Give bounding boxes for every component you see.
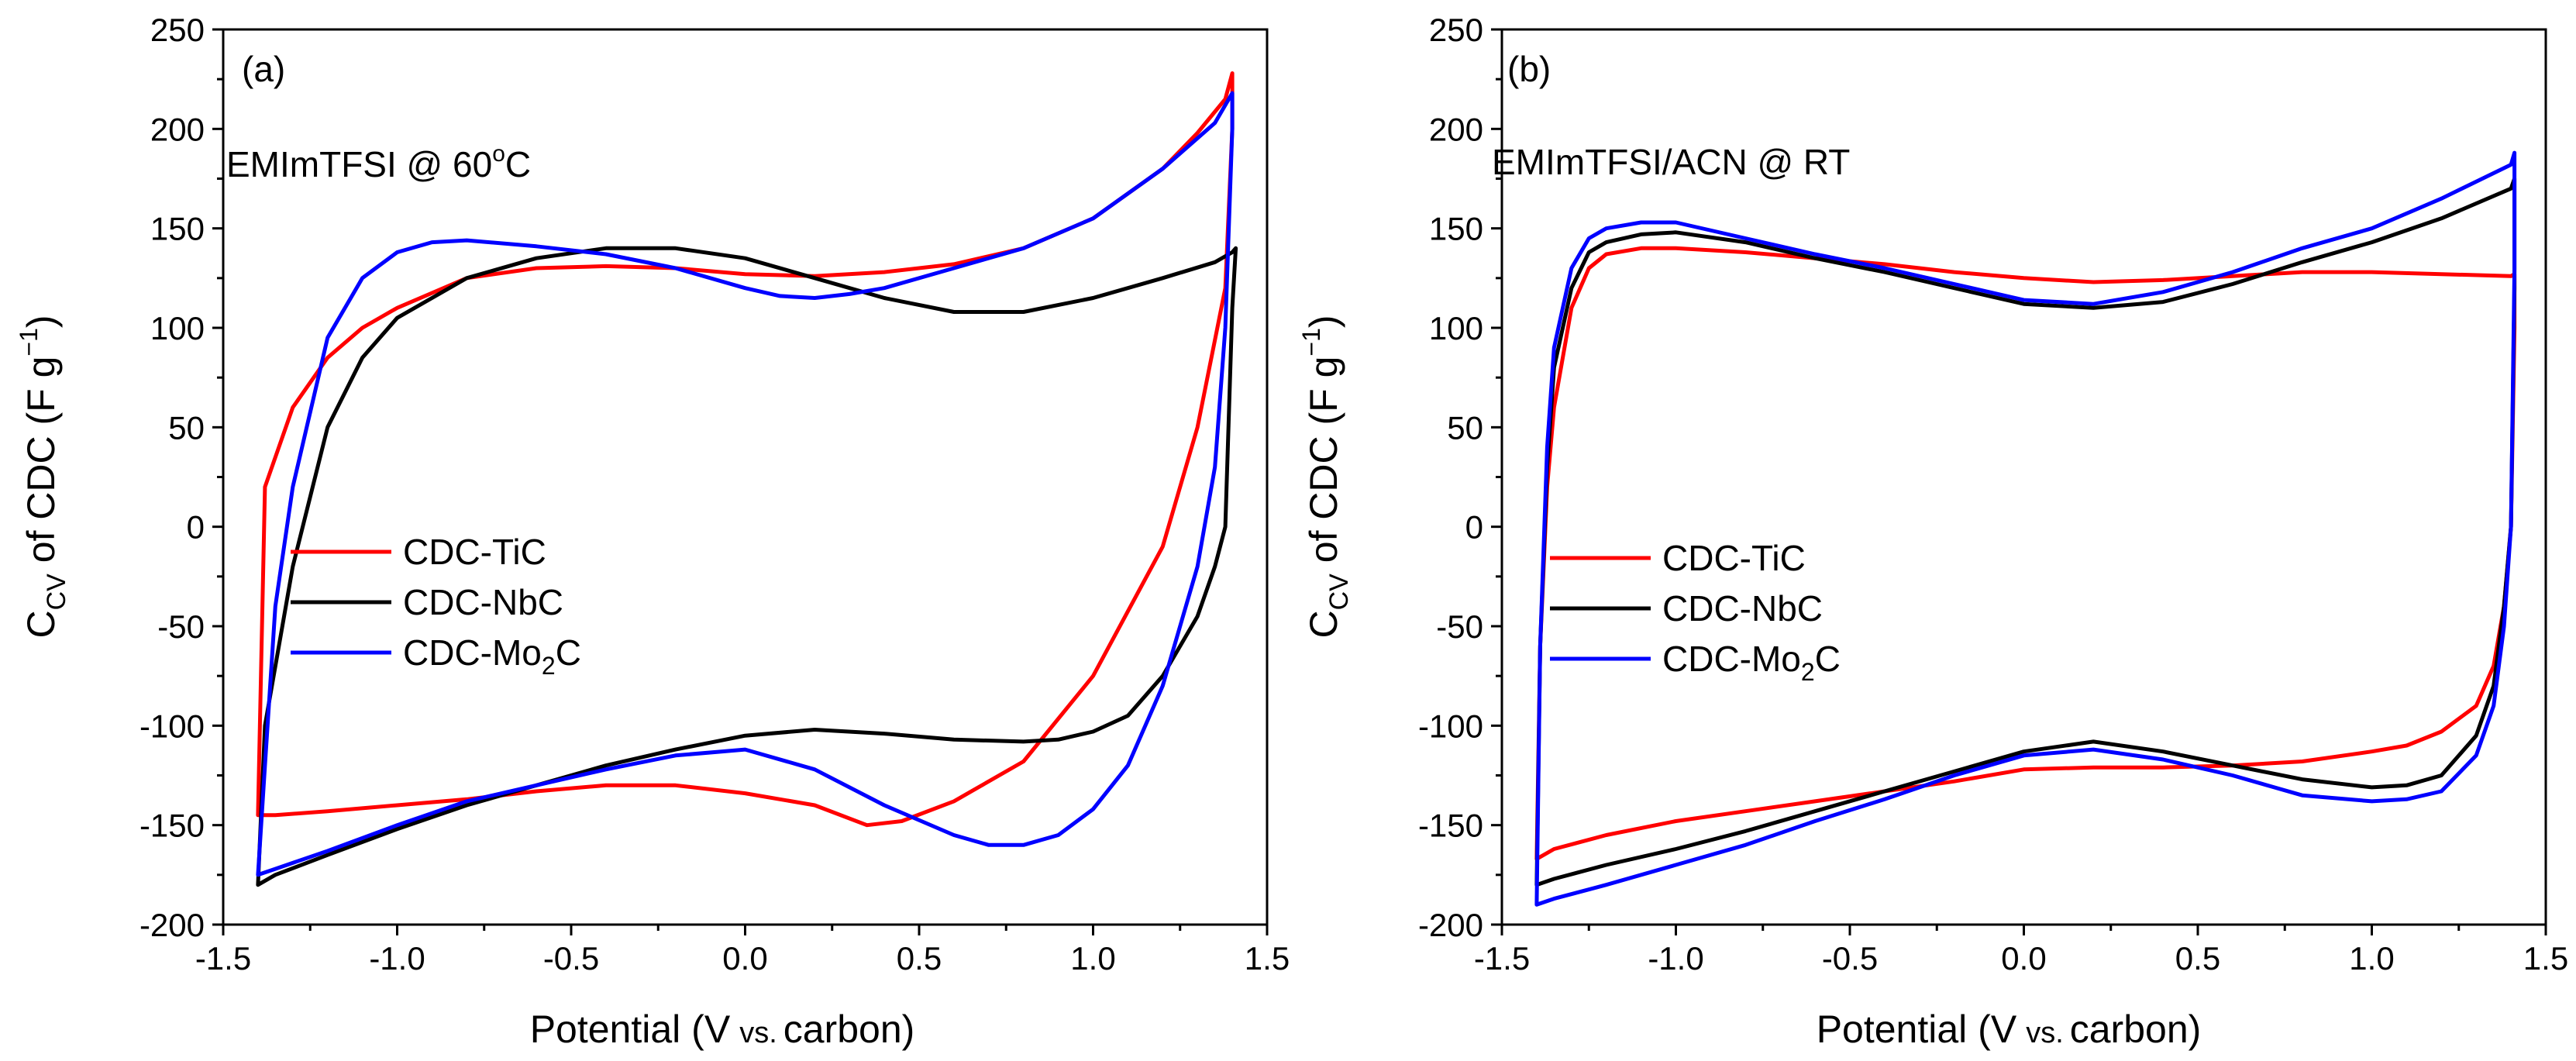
panel-b-frame [1500, 28, 2547, 926]
panel-a-ytick-label: -150 [139, 808, 205, 844]
panel-b-series-cdc-nbc [1534, 177, 2517, 887]
panel-a-legend: CDC-TiC CDC-NbC CDC-Mo2C [291, 532, 581, 680]
panel-a-series-cdc-mo2c [256, 91, 1235, 877]
panel-a: -1.5 -1.0 -0.5 0.0 0.5 1.0 1.5 -200 -150 -100 -50 0… [15, 12, 1290, 1051]
panel-a-xtick-label: 0.0 [722, 940, 767, 977]
panel-b-legend-label: CDC-Mo2C [1662, 639, 1841, 686]
panel-b-legend-label: CDC-TiC [1662, 538, 1806, 578]
panel-a-series [256, 71, 1238, 887]
panel-b-ytick-label: 150 [1429, 211, 1483, 247]
panel-b-label: (b) [1507, 49, 1551, 89]
panel-b: -1.5 -1.0 -0.5 0.0 0.5 1.0 1.5 -200 -150 -100 -50 0… [1297, 12, 2568, 1051]
panel-b-xtick-label: -1.0 [1648, 940, 1703, 977]
panel-b-legend: CDC-TiC CDC-NbC CDC-Mo2C [1550, 538, 1841, 686]
panel-b-xtick-label: -0.5 [1822, 940, 1878, 977]
panel-a-xtick-label: 1.5 [1245, 940, 1290, 977]
panel-b-ytick-label: 250 [1429, 12, 1483, 48]
panel-b-xlabel: Potential (V vs. carbon) [1817, 1008, 2202, 1051]
panel-a-xtick-label: -0.5 [543, 940, 599, 977]
panel-b-ylabel: CCV of CDC (F g−1) [1297, 315, 1354, 638]
panel-a-ytick-label: 200 [150, 111, 205, 147]
panel-a-xlabel: Potential (V vs. carbon) [530, 1008, 915, 1051]
panel-a-label: (a) [242, 49, 285, 89]
panel-a-ytick-label: 50 [168, 409, 205, 446]
panel-a-legend-label: CDC-NbC [403, 582, 563, 622]
panel-a-ytick-label: -100 [139, 708, 205, 744]
panel-a-ytick-label: -50 [157, 608, 205, 645]
panel-a-series-cdc-tic [256, 71, 1235, 828]
panel-b-legend-label: CDC-NbC [1662, 588, 1823, 629]
panel-b-series-cdc-mo2c [1534, 150, 2517, 907]
panel-b-xtick-label: 1.0 [2349, 940, 2394, 977]
panel-a-legend-label: CDC-Mo2C [403, 632, 581, 680]
panel-b-xtick-label: 0.0 [2001, 940, 2046, 977]
panel-a-ytick-label: 100 [150, 310, 205, 346]
panel-b-ytick-label: -200 [1418, 907, 1483, 943]
panel-a-series-cdc-nbc [256, 246, 1238, 887]
panel-a-xtick-label: -1.5 [195, 940, 251, 977]
panel-b-ytick-label: -150 [1418, 808, 1483, 844]
panel-a-legend-label: CDC-TiC [403, 532, 546, 572]
panel-a-ytick-label: 250 [150, 12, 205, 48]
panel-a-ytick-label: 150 [150, 211, 205, 247]
panel-b-annotation: EMImTFSI/ACN @ RT [1492, 142, 1850, 182]
panel-a-ticks: -1.5 -1.0 -0.5 0.0 0.5 1.0 1.5 -200 -150 -100 -50 0… [139, 12, 1290, 977]
panel-a-frame [222, 28, 1269, 926]
panel-b-series [1534, 150, 2517, 907]
panel-a-xtick-label: 0.5 [897, 940, 942, 977]
panel-b-ticks: -1.5 -1.0 -0.5 0.0 0.5 1.0 1.5 -200 -150 -100 -50 0… [1418, 12, 2568, 977]
panel-b-ytick-label: -100 [1418, 708, 1483, 744]
panel-b-xtick-label: 1.5 [2523, 940, 2568, 977]
panel-a-xtick-label: 1.0 [1070, 940, 1115, 977]
panel-b-xtick-label: -1.5 [1474, 940, 1530, 977]
panel-a-ytick-label: 0 [187, 509, 205, 546]
panel-a-xtick-label: -1.0 [369, 940, 425, 977]
panel-b-ytick-label: 50 [1447, 409, 1483, 446]
panel-b-ytick-label: 0 [1465, 509, 1483, 546]
panel-b-xtick-label: 0.5 [2175, 940, 2220, 977]
panel-a-ylabel: CCV of CDC (F g−1) [15, 315, 71, 638]
panel-a-ytick-label: -200 [139, 907, 205, 943]
panel-b-ytick-label: -50 [1436, 608, 1483, 645]
panel-a-annotation: EMImTFSI @ 60oC [226, 141, 531, 184]
panel-b-ytick-label: 200 [1429, 111, 1483, 147]
panel-b-ytick-label: 100 [1429, 310, 1483, 346]
